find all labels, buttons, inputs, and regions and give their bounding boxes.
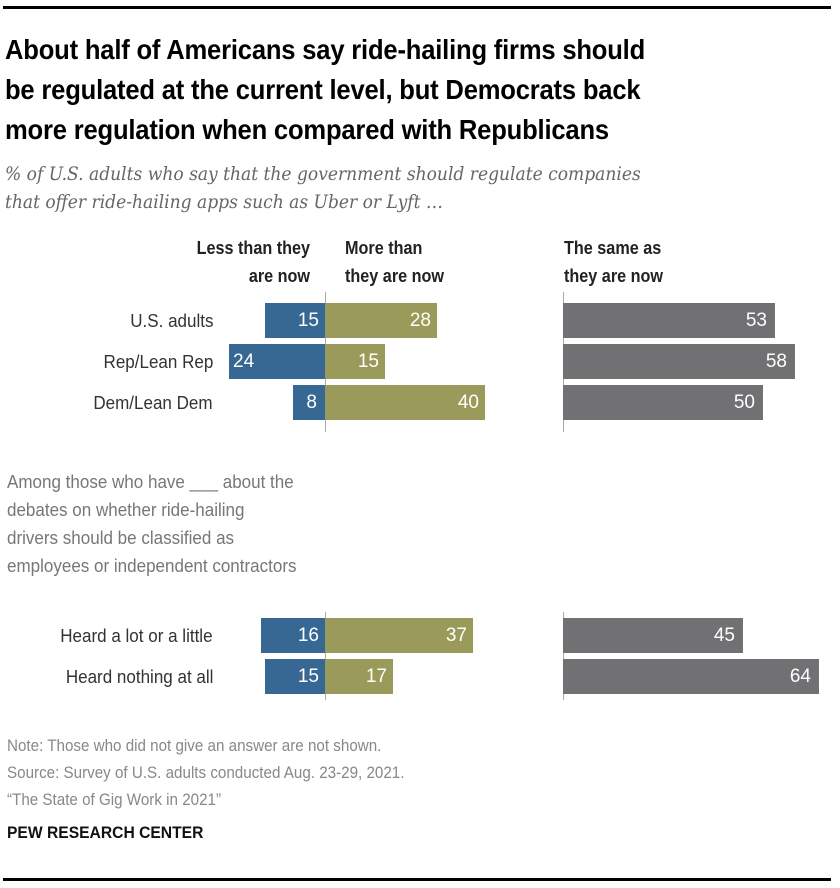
bar-same: 58 (563, 344, 795, 379)
data-label: 8 (306, 392, 317, 413)
data-label: 17 (365, 666, 387, 687)
axis-line-right (563, 612, 564, 700)
title-line: more regulation when compared with Repub… (5, 114, 609, 145)
bar-same: 50 (563, 385, 763, 420)
bar-more: 15 (325, 344, 385, 379)
bar-less: 15 (265, 659, 325, 694)
top-rule (3, 6, 831, 9)
chart-title: About half of Americans say ride-hailing… (5, 30, 777, 150)
data-label: 24 (233, 351, 255, 372)
data-label: 40 (457, 392, 479, 413)
title-line: About half of Americans say ride-hailing… (5, 34, 646, 65)
data-label: 15 (297, 666, 319, 687)
chart-subtitle: % of U.S. adults who say that the govern… (5, 160, 752, 216)
bottom-rule (3, 878, 831, 881)
title-line: be regulated at the current level, but D… (5, 74, 641, 105)
data-label: 58 (765, 351, 787, 372)
group-heading: Among those who have ___ about the debat… (7, 468, 393, 580)
data-label: 64 (789, 666, 811, 687)
data-label: 15 (357, 351, 379, 372)
row-label: Dem/Lean Dem (93, 392, 213, 413)
data-label: 15 (297, 310, 319, 331)
column-header-less: Less than they are now (197, 234, 310, 290)
data-label: 37 (445, 625, 467, 646)
bar-same: 64 (563, 659, 819, 694)
subtitle-line: % of U.S. adults who say that the govern… (5, 163, 641, 185)
data-label: 50 (733, 392, 755, 413)
data-label: 45 (713, 625, 735, 646)
column-header-same: The same as they are now (564, 234, 663, 290)
column-header-line: Less than they (196, 238, 310, 258)
subtitle-line: that offer ride-hailing apps such as Ube… (5, 191, 443, 213)
data-label: 53 (745, 310, 767, 331)
column-header-line: they are now (345, 266, 445, 286)
column-header-line: More than (345, 238, 423, 258)
bar-more: 28 (325, 303, 437, 338)
footer-source: Source: Survey of U.S. adults conducted … (7, 764, 405, 782)
row-label: Heard a lot or a little (60, 625, 213, 646)
bar-more: 40 (325, 385, 485, 420)
bar-less: 8 (293, 385, 325, 420)
row-label: Heard nothing at all (65, 666, 213, 687)
column-header-line: The same as (564, 238, 662, 258)
bar-less: 24 (229, 344, 325, 379)
data-label: 28 (409, 310, 431, 331)
group-heading-line: debates on whether ride-hailing (7, 499, 245, 520)
bar-more: 17 (325, 659, 393, 694)
row-label: U.S. adults (129, 310, 213, 331)
data-label: 16 (297, 625, 319, 646)
axis-line-left (325, 612, 326, 700)
bar-same: 53 (563, 303, 775, 338)
bar-more: 37 (325, 618, 473, 653)
brand-logo-text: PEW RESEARCH CENTER (7, 823, 204, 842)
footer-note: Note: Those who did not give an answer a… (7, 737, 382, 755)
row-label: Rep/Lean Rep (103, 351, 213, 372)
group-heading-line: Among those who have ___ about the (7, 471, 294, 492)
footer-report: “The State of Gig Work in 2021” (7, 791, 222, 809)
group-heading-line: drivers should be classified as (7, 527, 235, 548)
bar-same: 45 (563, 618, 743, 653)
column-header-line: are now (248, 266, 310, 286)
bar-less: 15 (265, 303, 325, 338)
group-heading-line: employees or independent contractors (7, 555, 297, 576)
column-header-line: they are now (564, 266, 664, 286)
column-header-more: More than they are now (345, 234, 444, 290)
bar-less: 16 (261, 618, 325, 653)
